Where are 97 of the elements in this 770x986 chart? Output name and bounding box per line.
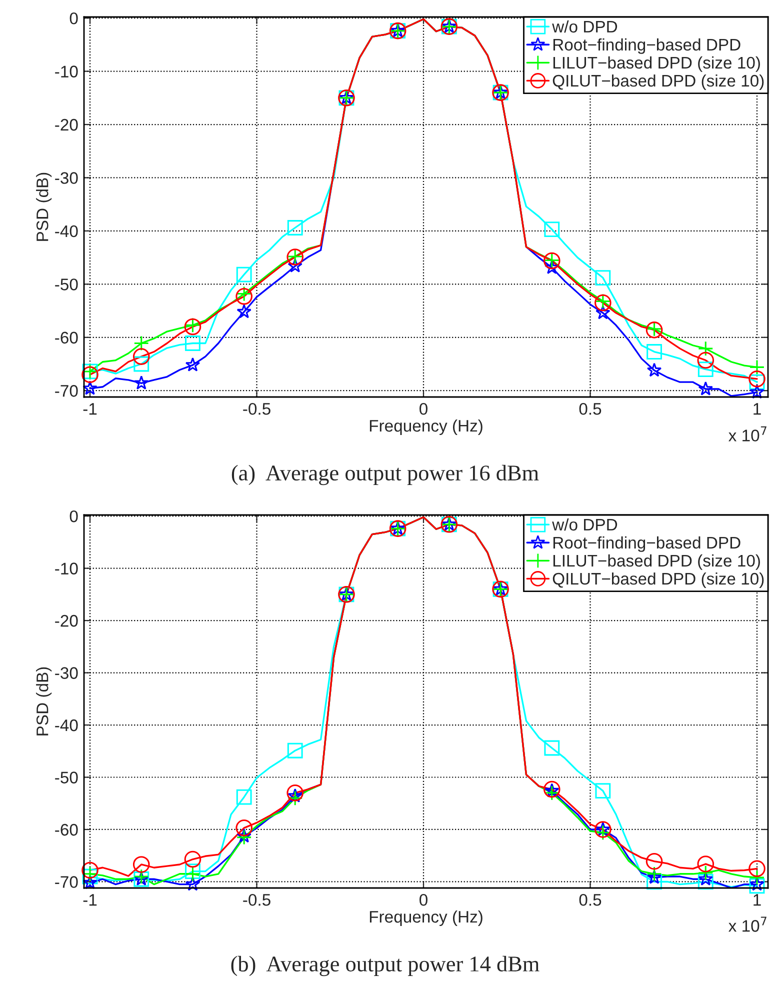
y-tick-label: 0 — [70, 12, 78, 24]
point — [544, 222, 560, 238]
point — [287, 220, 303, 236]
point — [544, 260, 560, 274]
y-tick-label: -10 — [55, 562, 78, 574]
point — [185, 357, 200, 372]
y-tick-label: -70 — [55, 385, 78, 397]
y-tick-label: -40 — [55, 225, 78, 238]
x-tick-label: -0.5 — [243, 894, 270, 906]
legend-label: LILUT−based DPD (size 10) — [553, 56, 760, 72]
point — [749, 870, 765, 886]
y-tick-label: 0 — [70, 510, 78, 522]
point — [698, 340, 714, 356]
text: x 10$^{7}$ — [728, 916, 766, 932]
point — [697, 856, 714, 872]
point — [288, 788, 302, 802]
point — [134, 336, 150, 351]
point — [185, 866, 200, 882]
point — [184, 850, 202, 868]
point — [544, 740, 560, 756]
point — [82, 366, 98, 384]
point — [185, 876, 200, 891]
legend-label: Root−finding−based DPD — [553, 536, 740, 552]
x-tick-label: 1 — [754, 894, 761, 906]
point — [698, 865, 714, 881]
point — [287, 790, 303, 806]
point — [286, 784, 304, 802]
point — [595, 270, 611, 286]
y-axis-title: PSD (dB) — [36, 667, 52, 736]
x-tick-label: 0.5 — [579, 402, 602, 415]
point — [185, 864, 200, 879]
legend-label: Root−finding−based DPD — [553, 38, 740, 54]
text: x 10$^{7}$ — [728, 426, 766, 442]
point — [750, 876, 764, 891]
legend-label: LILUT−based DPD (size 10) — [553, 554, 760, 570]
point — [698, 362, 714, 378]
point — [595, 783, 611, 799]
point — [646, 866, 662, 882]
y-tick-label: -20 — [55, 118, 78, 131]
point — [698, 381, 714, 396]
y-tick-label: -50 — [55, 772, 78, 784]
point — [82, 862, 98, 879]
y-tick-label: -40 — [55, 719, 78, 732]
y-tick-label: -50 — [55, 278, 78, 290]
point — [185, 336, 200, 351]
y-tick-label: -30 — [55, 172, 78, 184]
point — [544, 785, 560, 801]
text: (b) Average output power 14 dBm — [231, 956, 540, 976]
y-tick-label: -70 — [55, 876, 78, 888]
y-tick-label: -30 — [55, 667, 78, 679]
point — [595, 824, 611, 840]
point — [236, 820, 252, 836]
point — [132, 856, 150, 873]
y-tick-label: -10 — [55, 66, 78, 78]
point — [646, 852, 663, 870]
point — [698, 871, 714, 886]
legend-label: w/o DPD — [552, 518, 618, 531]
point — [748, 860, 766, 878]
text: (a) Average output power 16 dBm — [232, 464, 539, 486]
point — [288, 258, 302, 272]
y-tick-label: -60 — [55, 332, 78, 344]
x-axis-title: Frequency (Hz) — [370, 910, 482, 926]
x-tick-label: -1 — [83, 403, 97, 415]
point — [749, 359, 765, 375]
x-tick-label: 0.5 — [579, 894, 602, 906]
point — [697, 352, 714, 369]
point — [698, 874, 714, 890]
y-axis-title: PSD (dB) — [36, 172, 52, 241]
point — [646, 362, 662, 377]
x-axis-title: Frequency (Hz) — [370, 419, 482, 436]
x-tick-label: -1 — [83, 894, 97, 906]
point — [236, 288, 252, 305]
legend-label: w/o DPD — [552, 20, 618, 33]
point — [236, 304, 252, 318]
point — [646, 870, 662, 884]
point — [596, 305, 610, 320]
x-tick-label: -0.5 — [243, 402, 270, 415]
point — [236, 286, 252, 302]
y-tick-label: -20 — [55, 614, 78, 627]
legend-label: QILUT−based DPD (size 10) — [552, 572, 764, 588]
point — [134, 356, 150, 372]
x-tick-label: 1 — [754, 403, 761, 415]
point — [132, 348, 150, 365]
point — [236, 789, 252, 805]
point — [646, 344, 662, 360]
point — [749, 374, 765, 390]
point — [236, 266, 252, 282]
x-tick-label: 0 — [420, 894, 428, 906]
point — [750, 384, 764, 399]
point — [748, 370, 766, 388]
x-tick-label: 0 — [420, 402, 428, 415]
point — [749, 878, 765, 894]
y-tick-label: -60 — [55, 824, 78, 836]
point — [134, 375, 149, 390]
point — [82, 380, 98, 395]
legend-label: QILUT−based DPD (size 10) — [552, 74, 764, 90]
point — [287, 742, 303, 758]
